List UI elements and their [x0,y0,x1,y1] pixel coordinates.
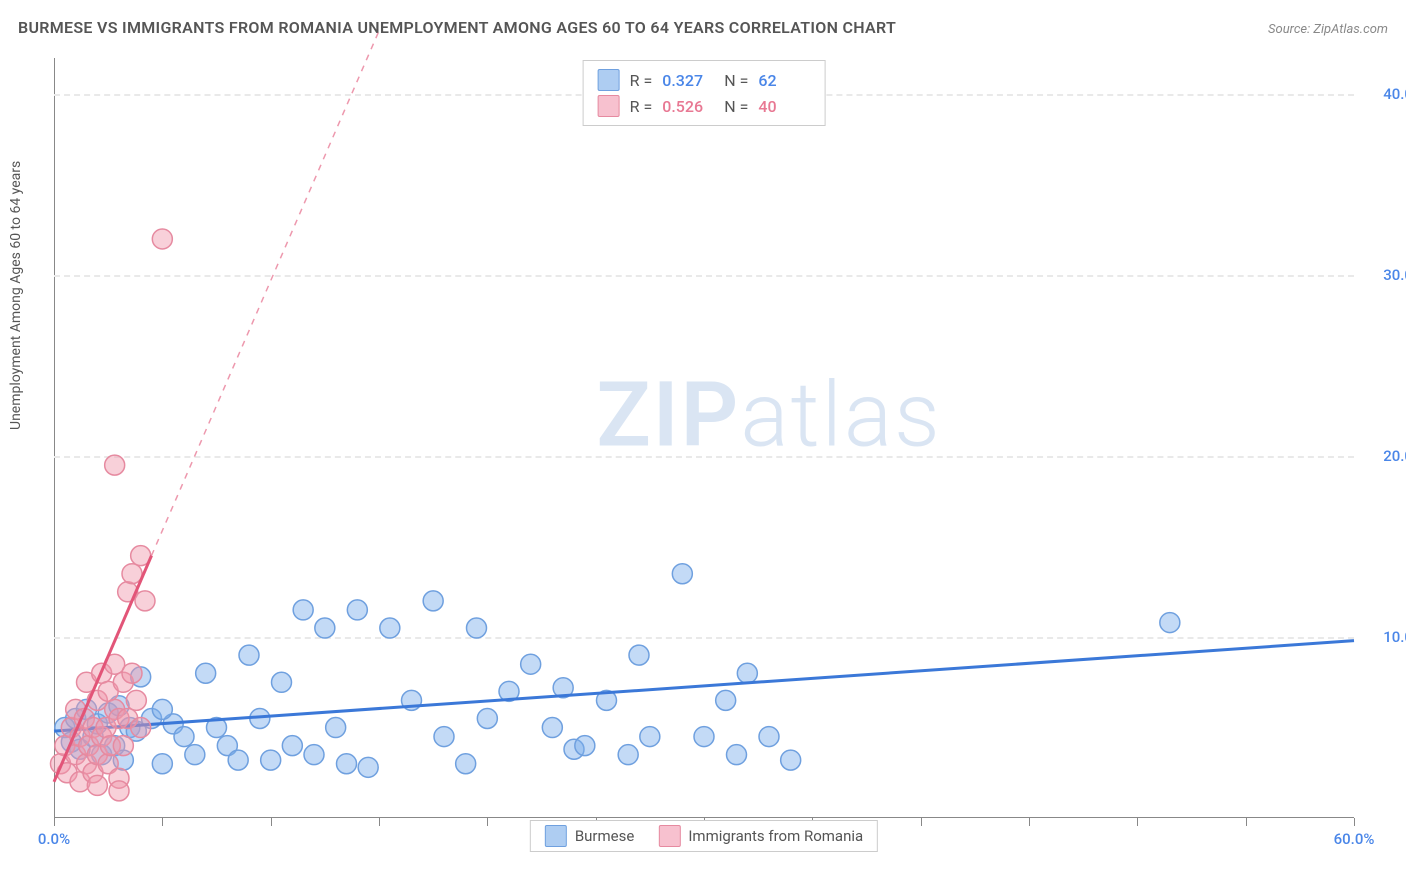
y-tick-label: 30.0% [1383,266,1406,284]
data-point [434,727,454,747]
stat-r-label: R = [630,71,653,90]
legend-label: Immigrants from Romania [688,827,863,845]
stats-row: R = 0.526 N = 40 [598,93,811,119]
y-tick-label: 40.0% [1383,85,1406,103]
y-tick-label: 20.0% [1383,447,1406,465]
data-point [380,618,400,638]
data-point [272,672,292,692]
stat-r-value: 0.526 [662,97,714,116]
data-point [174,727,194,747]
y-axis-label: Unemployment Among Ages 60 to 64 years [8,161,24,430]
legend-swatch [658,825,680,847]
chart-title: BURMESE VS IMMIGRANTS FROM ROMANIA UNEMP… [18,18,896,37]
x-tick [271,818,272,826]
data-point [196,663,216,683]
data-point [618,745,638,765]
data-point [228,750,248,770]
data-point [152,229,172,249]
data-point [315,618,335,638]
stat-n-label: N = [724,71,748,90]
data-point [737,663,757,683]
data-point [326,718,346,738]
data-point [629,645,649,665]
stats-box: R = 0.327 N = 62 R = 0.526 N = 40 [583,60,826,126]
data-point [304,745,324,765]
data-point [358,757,378,777]
legend-label: Burmese [575,827,635,845]
trend-line-extension [152,31,380,556]
data-point [185,745,205,765]
data-point [672,564,692,584]
stat-n-value: 40 [758,97,810,116]
x-tick [1137,818,1138,826]
x-tick-label: 60.0% [1334,830,1375,848]
scatter-plot-area: 10.0%20.0%30.0%40.0% 0.0%60.0% ZIPatlas … [54,58,1354,818]
legend-swatch [545,825,567,847]
data-point [347,600,367,620]
legend-item: Immigrants from Romania [658,825,863,847]
stats-row: R = 0.327 N = 62 [598,67,811,93]
data-point [781,750,801,770]
data-point [122,663,142,683]
data-point [727,745,747,765]
data-point [152,754,172,774]
data-point [640,727,660,747]
data-point [521,654,541,674]
data-point [293,600,313,620]
data-point [759,727,779,747]
data-point [261,750,281,770]
data-point [477,708,497,728]
series-swatch [598,69,620,91]
stat-n-value: 62 [758,71,810,90]
x-tick [1354,818,1355,826]
x-tick [54,818,55,826]
data-point [542,718,562,738]
plot-svg [54,58,1354,818]
data-point [467,618,487,638]
data-point [126,690,146,710]
data-point [135,591,155,611]
stat-n-label: N = [724,97,748,116]
x-tick-label: 0.0% [38,830,70,848]
data-point [105,455,125,475]
data-point [575,736,595,756]
y-tick-label: 10.0% [1383,628,1406,646]
x-tick [162,818,163,826]
data-point [87,775,107,795]
x-tick [1029,818,1030,826]
data-point [131,718,151,738]
series-swatch [598,95,620,117]
x-tick [487,818,488,826]
data-point [152,699,172,719]
data-point [423,591,443,611]
data-point [694,727,714,747]
x-tick [921,818,922,826]
data-point [282,736,302,756]
stat-r-label: R = [630,97,653,116]
legend-item: Burmese [545,825,635,847]
data-point [122,564,142,584]
x-tick [1246,818,1247,826]
x-tick [379,818,380,826]
data-point [1160,613,1180,633]
legend-box: Burmese Immigrants from Romania [530,820,878,852]
source-attribution: Source: ZipAtlas.com [1268,22,1388,37]
data-point [113,736,133,756]
data-point [337,754,357,774]
data-point [456,754,476,774]
stat-r-value: 0.327 [662,71,714,90]
data-point [239,645,259,665]
data-point [716,690,736,710]
data-point [109,781,129,801]
